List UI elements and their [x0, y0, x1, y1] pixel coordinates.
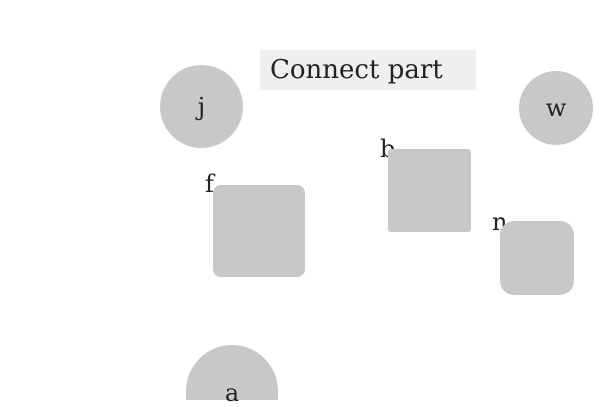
part-f-rounded-square[interactable]: [213, 185, 305, 277]
instruction-banner: Connect part: [260, 50, 476, 90]
part-j-label: j: [197, 92, 206, 121]
part-a-circle[interactable]: a: [186, 345, 278, 407]
part-n-rounded-square[interactable]: [500, 221, 574, 295]
part-a-label: a: [224, 379, 240, 407]
part-b-square[interactable]: [388, 149, 471, 232]
part-j-circle[interactable]: j: [160, 65, 243, 148]
part-f-label: f: [205, 170, 214, 198]
part-w-label: w: [545, 94, 567, 122]
part-w-circle[interactable]: w: [519, 71, 593, 145]
